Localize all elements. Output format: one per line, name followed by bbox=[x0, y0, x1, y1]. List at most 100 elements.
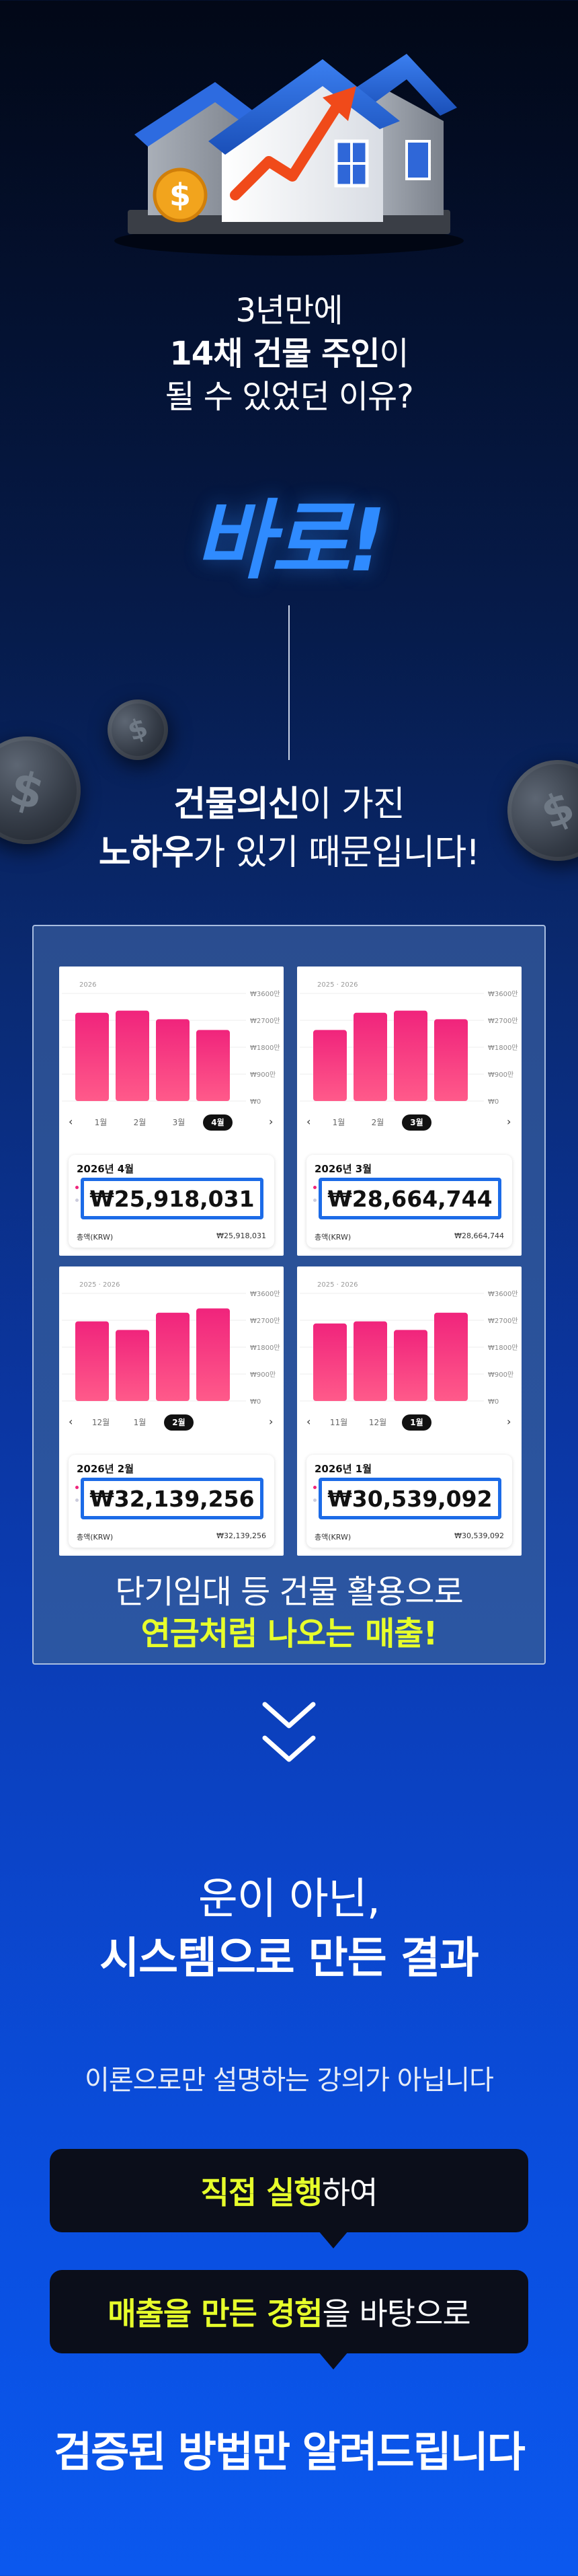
y-tick-label: ₩2700만 bbox=[250, 1317, 280, 1325]
total-value: ₩32,139,256 bbox=[216, 1531, 266, 1540]
result-line-1: 운이 아닌, bbox=[198, 1874, 380, 1924]
revenue-bar-chart: ₩3600만 ₩2700만 ₩1800만 ₩900만 ₩0 2025 · 2026 ‹ › 11… bbox=[300, 1281, 518, 1431]
y-tick-label: ₩3600만 bbox=[488, 1290, 518, 1298]
y-tick-label: ₩1800만 bbox=[488, 1044, 518, 1052]
chevron-down-icon bbox=[262, 1702, 316, 1729]
chevron-down-icon bbox=[262, 1735, 316, 1762]
year-label: 2025 · 2026 bbox=[79, 1281, 120, 1289]
total-label: 총액(KRW) bbox=[77, 1533, 114, 1542]
y-tick-label: ₩1800만 bbox=[250, 1344, 280, 1352]
y-tick-label: ₩1800만 bbox=[488, 1344, 518, 1352]
month-label[interactable]: 2월 bbox=[172, 1417, 185, 1427]
total-label: 총액(KRW) bbox=[77, 1233, 114, 1242]
chart-area: ₩3600만 ₩2700만 ₩1800만 ₩900만 ₩0 2025 · 2026 ‹ › 1월… bbox=[297, 967, 522, 1148]
y-tick-label: ₩1800만 bbox=[250, 1044, 280, 1052]
revenue-amount: ₩32,139,256 bbox=[81, 1478, 263, 1519]
intro-line-1: 3년만에 bbox=[235, 292, 343, 330]
knowhow-heading: 건물의신이 가진 노하우가 있기 때문입니다! bbox=[0, 780, 578, 877]
legend-dot bbox=[313, 1499, 317, 1502]
selected-month-pill[interactable] bbox=[203, 1114, 233, 1131]
y-tick-label: ₩0 bbox=[488, 1098, 499, 1106]
result-line-2-bold: 시스템으로 만든 결과 bbox=[99, 1934, 479, 1983]
total-value: ₩30,539,092 bbox=[454, 1531, 504, 1540]
revenue-card: ₩3600만 ₩2700만 ₩1800만 ₩900만 ₩0 2025 · 2026 ‹ › 11… bbox=[297, 1266, 522, 1556]
y-tick-label: ₩3600만 bbox=[488, 990, 518, 998]
total-value: ₩28,664,744 bbox=[454, 1232, 504, 1240]
month-label[interactable]: 12월 bbox=[92, 1418, 110, 1427]
prev-arrow-icon[interactable]: ‹ bbox=[306, 1115, 311, 1128]
summary-date: 2026년 2월 bbox=[77, 1463, 134, 1475]
prev-arrow-icon[interactable]: ‹ bbox=[306, 1415, 311, 1428]
month-label[interactable]: 2월 bbox=[372, 1118, 384, 1127]
revenue-card: ₩3600만 ₩2700만 ₩1800만 ₩900만 ₩0 2025 · 2026 ‹ › 1월… bbox=[297, 967, 522, 1256]
selected-month-pill[interactable] bbox=[402, 1414, 431, 1431]
revenue-bar bbox=[116, 1010, 149, 1101]
panel-line-1: 단기임대 등 건물 활용으로 bbox=[115, 1573, 464, 1611]
revenue-bar bbox=[196, 1308, 230, 1401]
revenue-bar bbox=[354, 1321, 387, 1401]
revenue-bar bbox=[434, 1312, 468, 1401]
result-line-2: 시스템으로 만든 결과 bbox=[0, 1929, 578, 1988]
revenue-bar bbox=[75, 1321, 109, 1401]
month-label[interactable]: 1월 bbox=[410, 1417, 423, 1427]
legend-dots bbox=[313, 1186, 317, 1213]
month-label[interactable]: 1월 bbox=[134, 1418, 147, 1427]
house-illustration: $ bbox=[101, 27, 477, 256]
selected-month-pill[interactable] bbox=[402, 1114, 431, 1131]
y-tick-label: ₩3600만 bbox=[250, 1290, 280, 1298]
month-label[interactable]: 11월 bbox=[330, 1418, 347, 1427]
selected-month-pill[interactable] bbox=[164, 1414, 194, 1431]
next-arrow-icon[interactable]: › bbox=[269, 1415, 273, 1428]
month-label[interactable]: 1월 bbox=[95, 1118, 108, 1127]
revenue-bar bbox=[434, 1019, 468, 1101]
knowhow-line-2: 노하우가 있기 때문입니다! bbox=[0, 829, 578, 877]
revenue-amount: ₩25,918,031 bbox=[81, 1178, 263, 1219]
y-tick-label: ₩0 bbox=[250, 1098, 261, 1106]
y-tick-label: ₩3600만 bbox=[250, 990, 280, 998]
summary-date: 2026년 4월 bbox=[77, 1163, 134, 1175]
next-arrow-icon[interactable]: › bbox=[269, 1115, 273, 1128]
knowhow-highlight: 노하우 bbox=[98, 833, 194, 873]
revenue-bar bbox=[156, 1019, 190, 1101]
next-arrow-icon[interactable]: › bbox=[507, 1415, 511, 1428]
year-label: 2026 bbox=[79, 981, 96, 989]
y-tick-label: ₩2700만 bbox=[250, 1017, 280, 1025]
month-label[interactable]: 12월 bbox=[369, 1418, 386, 1427]
prev-arrow-icon[interactable]: ‹ bbox=[69, 1415, 73, 1428]
year-label: 2025 · 2026 bbox=[317, 1281, 358, 1289]
summary-footer: 총액(KRW) ₩25,918,031 bbox=[77, 1232, 266, 1242]
revenue-summary: 2026년 2월 ₩32,139,256 총액(KRW) ₩32,139,256 bbox=[69, 1455, 274, 1548]
prev-arrow-icon[interactable]: ‹ bbox=[69, 1115, 73, 1128]
divider-line bbox=[288, 605, 290, 760]
intro-question: 3년만에 14채 건물 주인이 될 수 있었던 이유? bbox=[0, 289, 578, 418]
bubble-tail bbox=[319, 2352, 348, 2370]
y-tick-label: ₩900만 bbox=[488, 1071, 513, 1079]
revenue-card: ₩3600만 ₩2700만 ₩1800만 ₩900만 ₩0 2026 ‹ › 1월 2월 3월 4월 … bbox=[59, 967, 284, 1256]
month-label[interactable]: 1월 bbox=[333, 1118, 345, 1127]
knowhow-brand: 건물의신 bbox=[173, 784, 300, 825]
month-label[interactable]: 3월 bbox=[410, 1117, 423, 1127]
month-label[interactable]: 2월 bbox=[134, 1118, 147, 1127]
chart-area: ₩3600만 ₩2700만 ₩1800만 ₩900만 ₩0 2025 · 2026 ‹ › 12… bbox=[59, 1266, 284, 1448]
legend-dot bbox=[75, 1199, 79, 1202]
revenue-summary: 2026년 4월 ₩25,918,031 총액(KRW) ₩25,918,031 bbox=[69, 1155, 274, 1248]
baro-headline: 바로! bbox=[194, 491, 386, 591]
legend-dot bbox=[75, 1186, 79, 1189]
intro-line-2: 14채 건물 주인이 bbox=[0, 332, 578, 375]
total-label: 총액(KRW) bbox=[315, 1533, 352, 1542]
next-arrow-icon[interactable]: › bbox=[507, 1115, 511, 1128]
month-label[interactable]: 3월 bbox=[173, 1118, 185, 1127]
bubble-2-rest: 을 바탕으로 bbox=[322, 2296, 471, 2332]
legend-dot bbox=[75, 1486, 79, 1489]
revenue-bar bbox=[354, 1012, 387, 1101]
coin-icon: $ bbox=[99, 691, 177, 769]
revenue-bar-chart: ₩3600만 ₩2700만 ₩1800만 ₩900만 ₩0 2025 · 2026 ‹ › 1월… bbox=[300, 981, 518, 1131]
month-label[interactable]: 4월 bbox=[211, 1117, 224, 1127]
revenue-bar-chart: ₩3600만 ₩2700만 ₩1800만 ₩900만 ₩0 2026 ‹ › 1월 2월 3월 4월 bbox=[62, 981, 280, 1131]
y-tick-label: ₩0 bbox=[250, 1398, 261, 1406]
legend-dot bbox=[313, 1486, 317, 1489]
y-tick-label: ₩900만 bbox=[250, 1071, 276, 1079]
revenue-amount: ₩30,539,092 bbox=[319, 1478, 501, 1519]
revenue-bar bbox=[394, 1330, 427, 1401]
